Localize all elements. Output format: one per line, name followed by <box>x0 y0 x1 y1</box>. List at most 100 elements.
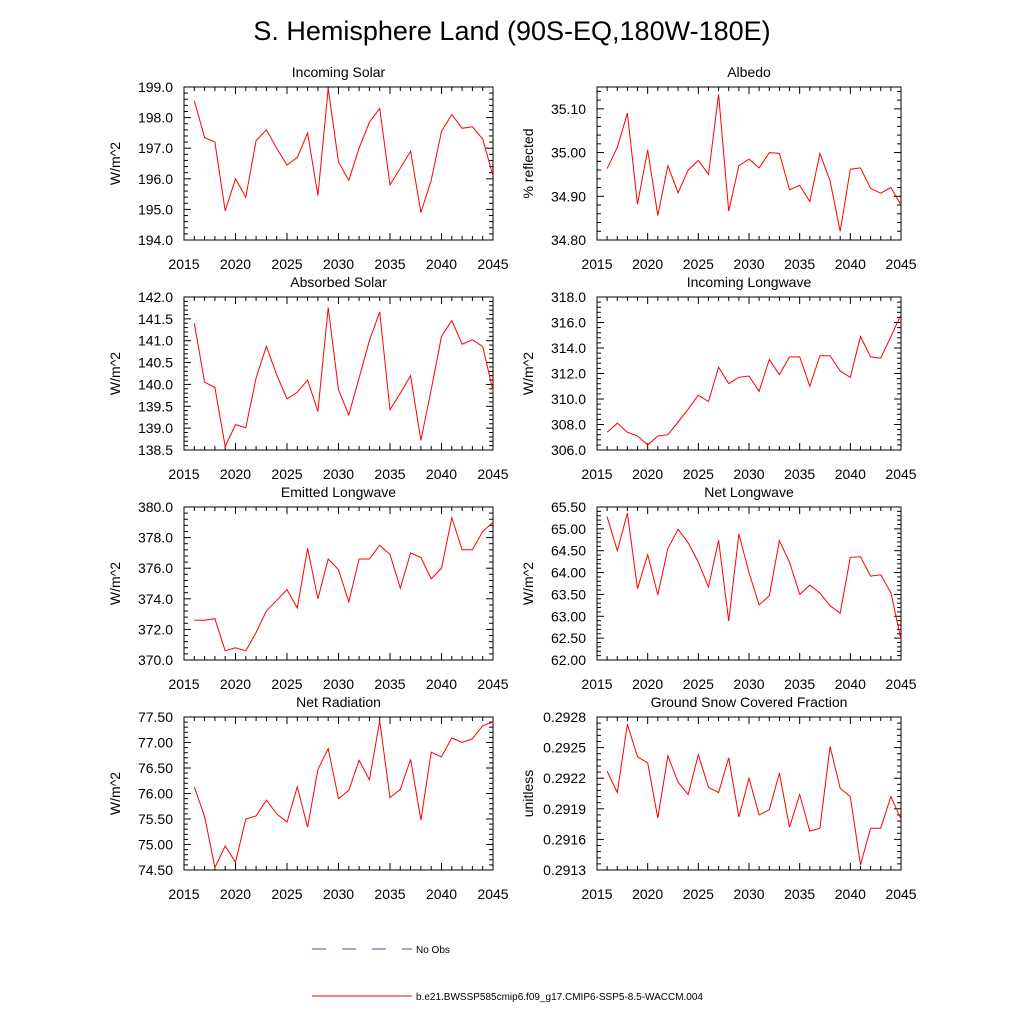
x-tick-label: 2045 <box>477 256 508 272</box>
x-tick-label: 2045 <box>477 676 508 692</box>
y-tick-label: 370.0 <box>138 652 173 668</box>
x-tick-label: 2020 <box>632 466 663 482</box>
panel-title: Incoming Solar <box>292 64 386 80</box>
y-tick-label: 74.50 <box>138 862 173 878</box>
chart-panel: Incoming Longwave W/m^2 2015 2020 2025 2030 20… <box>520 274 917 482</box>
y-tick-label: 314.0 <box>551 340 586 356</box>
x-tick-label: 2045 <box>477 886 508 902</box>
y-tick-label: 64.00 <box>551 565 586 581</box>
y-tick-label: 308.0 <box>551 417 586 433</box>
x-tick-label: 2040 <box>426 886 457 902</box>
x-tick-label: 2020 <box>632 676 663 692</box>
y-tick-label: 141.5 <box>138 311 173 327</box>
x-tick-label: 2025 <box>271 256 302 272</box>
panels: Incoming Solar W/m^2 2015 2020 2025 2030 2035 2… <box>107 64 917 902</box>
y-axis-label: W/m^2 <box>107 352 123 395</box>
x-tick-label: 2015 <box>168 676 199 692</box>
y-tick-label: 197.0 <box>138 140 173 156</box>
series-line <box>193 88 494 213</box>
x-tick-label: 2040 <box>835 256 866 272</box>
x-tick-label: 2020 <box>220 466 251 482</box>
x-tick-label: 2015 <box>168 886 199 902</box>
series-line <box>606 314 902 446</box>
y-tick-label: 0.2913 <box>543 862 586 878</box>
x-tick-label: 2020 <box>220 676 251 692</box>
x-tick-label: 2045 <box>885 466 916 482</box>
x-tick-label: 2030 <box>323 676 354 692</box>
y-tick-label: 140.0 <box>138 376 173 392</box>
y-tick-label: 198.0 <box>138 110 173 126</box>
x-tick-label: 2030 <box>323 886 354 902</box>
chart-panel: Emitted Longwave W/m^2 2015 2020 2025 2030 203… <box>107 484 509 692</box>
plot-frame <box>596 716 902 871</box>
y-tick-label: 380.0 <box>138 499 173 515</box>
x-tick-label: 2030 <box>733 676 764 692</box>
panel-title: Absorbed Solar <box>290 274 387 290</box>
x-tick-label: 2015 <box>581 466 612 482</box>
y-tick-label: 0.2922 <box>543 770 586 786</box>
chart-panel: Incoming Solar W/m^2 2015 2020 2025 2030 2035 2… <box>107 64 509 272</box>
x-tick-label: 2020 <box>220 256 251 272</box>
x-tick-label: 2015 <box>168 256 199 272</box>
x-tick-label: 2030 <box>733 466 764 482</box>
y-tick-label: 0.2928 <box>543 709 586 725</box>
x-tick-label: 2015 <box>168 466 199 482</box>
series-line <box>606 94 902 232</box>
y-tick-label: 139.0 <box>138 420 173 436</box>
y-tick-label: 65.00 <box>551 521 586 537</box>
y-tick-label: 62.50 <box>551 630 586 646</box>
panel-title: Ground Snow Covered Fraction <box>651 694 848 710</box>
x-tick-label: 2040 <box>426 466 457 482</box>
chart-panel: Ground Snow Covered Fraction unitless 2015… <box>520 694 917 902</box>
y-axis-label: W/m^2 <box>520 562 536 605</box>
x-tick-label: 2030 <box>733 886 764 902</box>
chart-panel: Net Radiation W/m^2 2015 2020 2025 2030 2035 20… <box>107 694 509 902</box>
x-tick-label: 2015 <box>581 256 612 272</box>
y-tick-label: 194.0 <box>138 232 173 248</box>
y-tick-label: 318.0 <box>551 289 586 305</box>
y-tick-label: 372.0 <box>138 621 173 637</box>
x-tick-label: 2045 <box>885 256 916 272</box>
panel-title: Incoming Longwave <box>687 274 812 290</box>
x-tick-label: 2025 <box>683 466 714 482</box>
y-axis-label: W/m^2 <box>107 562 123 605</box>
y-tick-label: 63.50 <box>551 586 586 602</box>
y-tick-label: 0.2916 <box>543 831 586 847</box>
series-line <box>193 307 494 449</box>
x-tick-label: 2035 <box>374 676 405 692</box>
x-tick-label: 2045 <box>477 466 508 482</box>
plot-frame <box>596 506 902 661</box>
x-tick-label: 2035 <box>784 256 815 272</box>
x-tick-label: 2025 <box>271 466 302 482</box>
y-tick-label: 75.50 <box>138 811 173 827</box>
x-tick-label: 2015 <box>581 676 612 692</box>
x-tick-label: 2040 <box>426 676 457 692</box>
chart-panel: Albedo % reflected 2015 2020 2025 2030 2035 204… <box>520 64 917 272</box>
plot-frame <box>183 716 494 871</box>
y-tick-label: 77.00 <box>138 735 173 751</box>
y-tick-label: 0.2925 <box>543 740 586 756</box>
x-tick-label: 2030 <box>733 256 764 272</box>
x-tick-label: 2025 <box>683 256 714 272</box>
y-tick-label: 76.50 <box>138 760 173 776</box>
plot-frame <box>596 86 902 241</box>
chart-panel: Absorbed Solar W/m^2 2015 2020 2025 2030 2035 2… <box>107 274 509 482</box>
x-tick-label: 2035 <box>784 466 815 482</box>
y-tick-label: 142.0 <box>138 289 173 305</box>
y-tick-label: 0.2919 <box>543 801 586 817</box>
x-tick-label: 2025 <box>683 676 714 692</box>
y-tick-label: 374.0 <box>138 591 173 607</box>
y-tick-label: 195.0 <box>138 201 173 217</box>
y-tick-label: 139.5 <box>138 398 173 414</box>
panel-title: Net Longwave <box>704 484 794 500</box>
figure-title: S. Hemisphere Land (90S-EQ,180W-180E) <box>253 16 770 46</box>
y-axis-label: W/m^2 <box>520 352 536 395</box>
y-tick-label: 316.0 <box>551 315 586 331</box>
y-tick-label: 310.0 <box>551 391 586 407</box>
y-tick-label: 141.0 <box>138 333 173 349</box>
x-tick-label: 2035 <box>784 676 815 692</box>
x-tick-label: 2045 <box>885 676 916 692</box>
x-tick-label: 2025 <box>271 676 302 692</box>
x-tick-label: 2035 <box>374 256 405 272</box>
